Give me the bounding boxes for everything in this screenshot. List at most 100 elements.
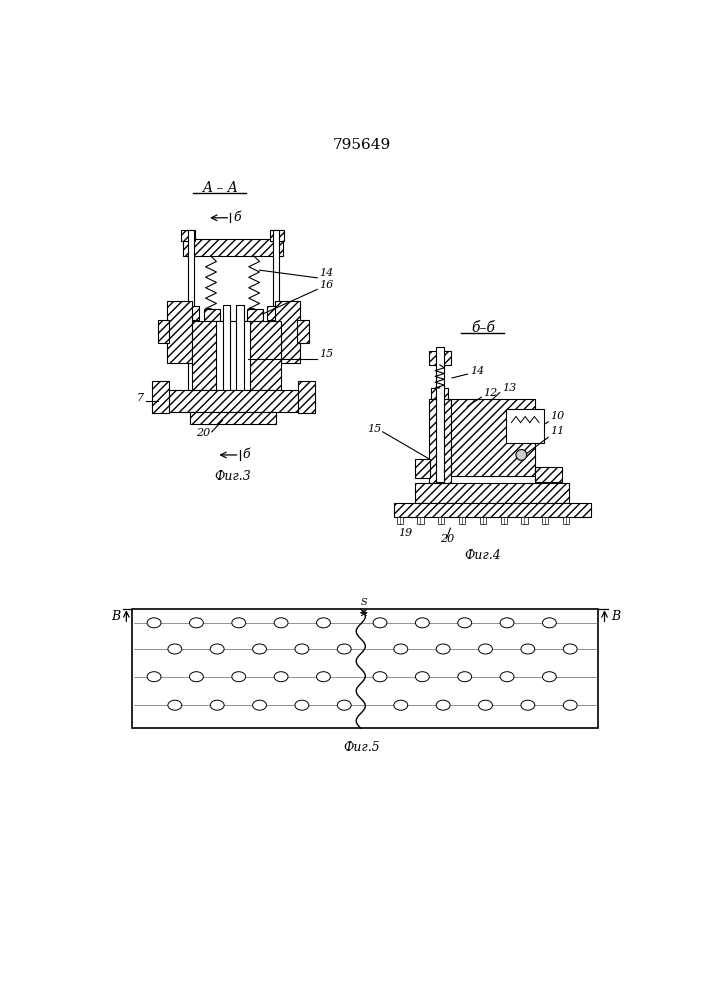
Ellipse shape (521, 644, 534, 654)
Text: 20: 20 (440, 534, 455, 544)
Bar (438, 517, 444, 524)
Ellipse shape (394, 644, 408, 654)
Bar (501, 517, 507, 524)
Ellipse shape (295, 644, 309, 654)
Text: 15: 15 (367, 424, 381, 434)
Ellipse shape (168, 644, 182, 654)
Bar (417, 517, 423, 524)
Bar (267, 306, 284, 320)
Bar (167, 390, 300, 412)
Ellipse shape (210, 700, 224, 710)
Ellipse shape (252, 644, 267, 654)
Ellipse shape (373, 618, 387, 628)
Text: 14: 14 (469, 366, 484, 376)
Bar (181, 230, 195, 241)
Bar (431, 388, 448, 399)
Ellipse shape (416, 618, 429, 628)
Ellipse shape (210, 644, 224, 654)
Text: 16: 16 (319, 280, 333, 290)
Bar (298, 381, 315, 413)
Ellipse shape (317, 672, 330, 682)
Ellipse shape (479, 700, 493, 710)
Bar (395, 503, 590, 517)
Text: 11: 11 (551, 426, 565, 436)
Text: б: б (243, 448, 250, 461)
Bar (192, 321, 281, 390)
Bar (429, 351, 450, 365)
Ellipse shape (168, 700, 182, 710)
Bar (167, 301, 192, 363)
Ellipse shape (457, 672, 472, 682)
Text: 12: 12 (483, 388, 497, 398)
Bar (158, 320, 170, 343)
Bar (204, 309, 219, 321)
Text: 10: 10 (551, 411, 565, 421)
Text: 7: 7 (137, 393, 144, 403)
Ellipse shape (337, 700, 351, 710)
Text: A – A: A – A (201, 181, 238, 195)
Bar (480, 517, 486, 524)
Bar (273, 230, 279, 400)
Ellipse shape (521, 700, 534, 710)
Text: S: S (361, 598, 367, 607)
Bar (459, 517, 465, 524)
Bar (270, 230, 284, 241)
Ellipse shape (147, 672, 161, 682)
Ellipse shape (416, 672, 429, 682)
Ellipse shape (252, 700, 267, 710)
Bar (450, 399, 535, 476)
Bar (275, 301, 300, 363)
Ellipse shape (479, 644, 493, 654)
Bar (429, 399, 450, 483)
Ellipse shape (189, 618, 204, 628)
Ellipse shape (274, 672, 288, 682)
Ellipse shape (373, 672, 387, 682)
Ellipse shape (563, 700, 577, 710)
Ellipse shape (394, 700, 408, 710)
Bar (297, 320, 309, 343)
Text: 19: 19 (398, 528, 412, 538)
Bar (190, 412, 276, 424)
Text: 13: 13 (502, 383, 516, 393)
Ellipse shape (436, 700, 450, 710)
Bar (236, 305, 244, 405)
Bar (152, 381, 169, 413)
Bar (223, 305, 230, 405)
Text: Фиг.3: Фиг.3 (214, 470, 251, 483)
Bar (216, 321, 250, 390)
Ellipse shape (147, 618, 161, 628)
Bar (182, 306, 199, 320)
Text: 795649: 795649 (333, 138, 391, 152)
Circle shape (516, 450, 527, 460)
Bar (188, 230, 194, 400)
Bar (436, 347, 443, 482)
Text: B: B (111, 610, 120, 623)
Ellipse shape (542, 672, 556, 682)
Ellipse shape (457, 618, 472, 628)
Text: 14: 14 (319, 268, 333, 278)
Text: б–б: б–б (471, 321, 495, 335)
Bar (521, 517, 527, 524)
Ellipse shape (295, 700, 309, 710)
Ellipse shape (500, 672, 514, 682)
Ellipse shape (189, 672, 204, 682)
Ellipse shape (563, 644, 577, 654)
Bar (542, 517, 549, 524)
Ellipse shape (232, 618, 246, 628)
Text: б: б (233, 211, 241, 224)
Ellipse shape (337, 644, 351, 654)
Ellipse shape (542, 618, 556, 628)
Text: Фиг.4: Фиг.4 (464, 549, 501, 562)
Bar (182, 239, 283, 256)
Bar (415, 459, 431, 478)
Ellipse shape (317, 618, 330, 628)
Text: B: B (611, 610, 620, 623)
Ellipse shape (274, 618, 288, 628)
Ellipse shape (436, 644, 450, 654)
Bar (397, 517, 403, 524)
Bar (132, 609, 598, 728)
Bar (535, 466, 562, 482)
Text: 15: 15 (319, 349, 333, 359)
Bar (247, 309, 262, 321)
Ellipse shape (232, 672, 246, 682)
